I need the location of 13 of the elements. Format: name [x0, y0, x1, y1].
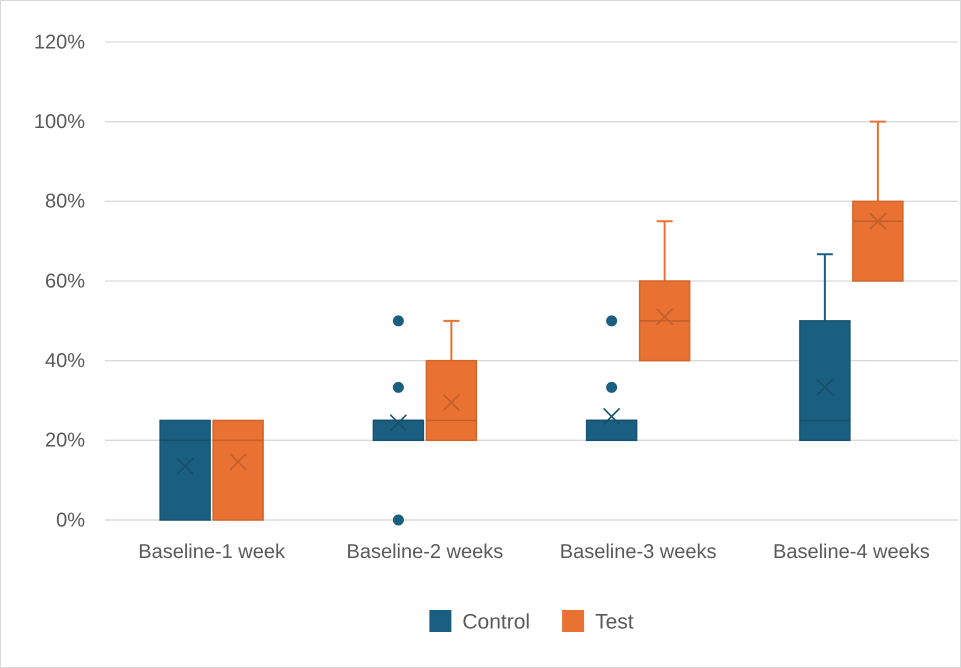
y-tick-label: 120% — [34, 31, 86, 54]
x-tick-label: Baseline-4 weeks — [773, 541, 930, 564]
y-tick-label: 100% — [34, 111, 86, 134]
y-tick-label: 40% — [44, 350, 86, 372]
y-tick-label: 20% — [44, 430, 86, 452]
x-tick-label: Baseline-3 weeks — [560, 541, 716, 564]
y-tick-label: 80% — [44, 190, 86, 213]
legend-label: Control — [462, 610, 530, 634]
legend-label: Test — [595, 610, 634, 634]
y-tick-label: 0% — [56, 509, 86, 532]
x-tick-label: Baseline-1 week — [138, 541, 286, 564]
y-tick-label: 60% — [44, 270, 86, 292]
x-tick-label: Baseline-2 weeks — [346, 541, 504, 564]
